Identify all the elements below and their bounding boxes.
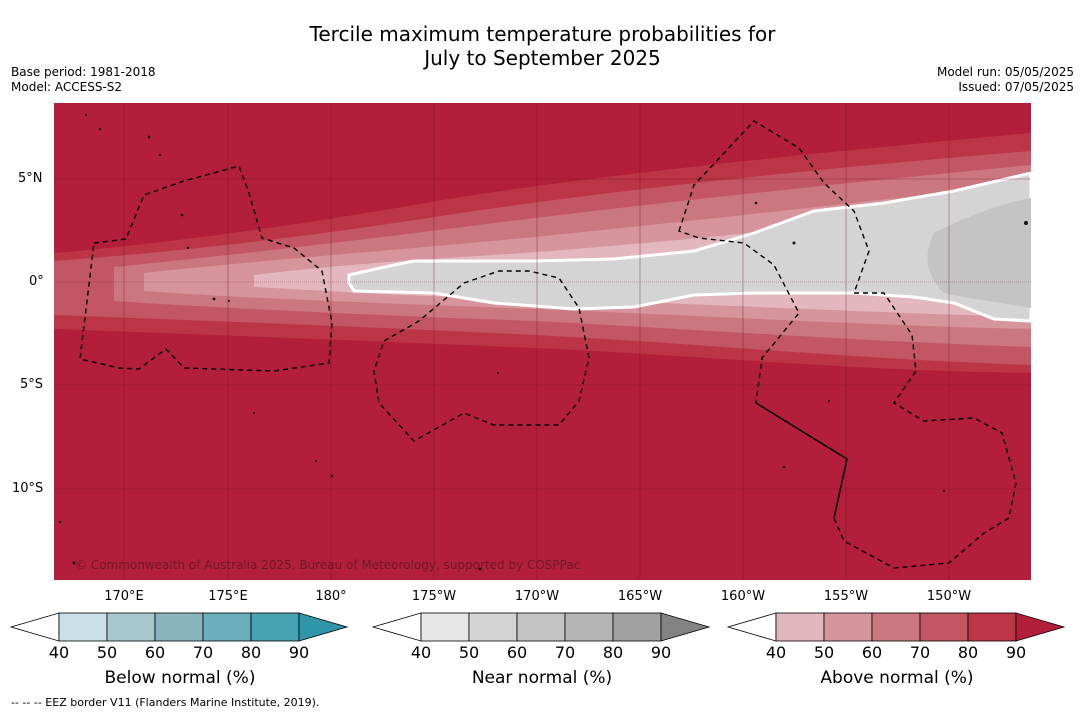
lat-label-5s: 5°S bbox=[20, 377, 44, 392]
lat-label-10s: 10°S bbox=[12, 481, 44, 496]
below-segment-4 bbox=[202, 612, 252, 642]
near-tick-60: 60 bbox=[506, 643, 528, 662]
above-arrow-high bbox=[1015, 612, 1066, 642]
above-segment-5 bbox=[967, 612, 1017, 642]
near-arrow-high bbox=[660, 612, 711, 642]
above-tick-80: 80 bbox=[957, 643, 979, 662]
eez-footnote: -- -- -- EEZ border V11 (Flanders Marine… bbox=[11, 696, 320, 709]
lon-label-150w: 150°W bbox=[926, 589, 972, 604]
below-tick-40: 40 bbox=[48, 643, 70, 662]
above-segment-4 bbox=[919, 612, 969, 642]
colorbar-below-segments bbox=[10, 612, 349, 642]
lon-label-175e: 175°E bbox=[208, 589, 248, 604]
near-segment-1 bbox=[420, 612, 470, 642]
title-line-2: July to September 2025 bbox=[424, 46, 661, 70]
near-segment-3 bbox=[516, 612, 566, 642]
below-segment-2 bbox=[106, 612, 156, 642]
above-tick-70: 70 bbox=[909, 643, 931, 662]
below-segment-3 bbox=[154, 612, 204, 642]
near-arrow-low bbox=[372, 612, 422, 642]
near-tick-80: 80 bbox=[602, 643, 624, 662]
near-normal-region bbox=[347, 171, 1031, 323]
below-tick-90: 90 bbox=[288, 643, 310, 662]
colorbar-below-normal bbox=[10, 612, 349, 642]
colorbar-above-segments bbox=[727, 612, 1066, 642]
lat-label-5n: 5°N bbox=[18, 171, 43, 186]
near-tick-70: 70 bbox=[554, 643, 576, 662]
copyright-notice: © Commonwealth of Australia 2025, Bureau… bbox=[75, 558, 581, 572]
below-tick-70: 70 bbox=[192, 643, 214, 662]
model-run-date: Model run: 05/05/2025 bbox=[936, 65, 1074, 79]
above-arrow-low bbox=[727, 612, 777, 642]
near-normal-darker bbox=[927, 198, 1031, 308]
below-segment-1 bbox=[58, 612, 108, 642]
near-tick-90: 90 bbox=[650, 643, 672, 662]
island-dots bbox=[58, 114, 1028, 571]
model-name: Model: ACCESS-S2 bbox=[11, 80, 123, 94]
above-segment-2 bbox=[823, 612, 873, 642]
below-segment-5 bbox=[250, 612, 300, 642]
above-segment-1 bbox=[775, 612, 825, 642]
above-tick-50: 50 bbox=[813, 643, 835, 662]
below-tick-50: 50 bbox=[96, 643, 118, 662]
lat-label-0: 0° bbox=[29, 274, 44, 289]
map-title: Tercile maximum temperature probabilitie… bbox=[0, 22, 1085, 70]
near-segment-4 bbox=[564, 612, 614, 642]
meta-right: Model run: 05/05/2025 Issued: 07/05/2025 bbox=[937, 65, 1074, 95]
eez-borders bbox=[79, 120, 1017, 569]
lon-label-160w: 160°W bbox=[720, 589, 766, 604]
below-arrow-high bbox=[298, 612, 349, 642]
colorbar-below-title: Below normal (%) bbox=[104, 668, 256, 688]
below-tick-60: 60 bbox=[144, 643, 166, 662]
lon-label-165w: 165°W bbox=[617, 589, 663, 604]
near-tick-50: 50 bbox=[458, 643, 480, 662]
near-segment-5 bbox=[612, 612, 662, 642]
colorbar-near-normal bbox=[372, 612, 711, 642]
lon-label-170e: 170°E bbox=[104, 589, 144, 604]
below-tick-80: 80 bbox=[240, 643, 262, 662]
colorbar-near-segments bbox=[372, 612, 711, 642]
lon-label-155w: 155°W bbox=[823, 589, 869, 604]
lon-label-175w: 175°W bbox=[411, 589, 457, 604]
grid-lines bbox=[54, 103, 1031, 580]
below-arrow-low bbox=[10, 612, 60, 642]
near-tick-40: 40 bbox=[410, 643, 432, 662]
meta-left: Base period: 1981-2018 Model: ACCESS-S2 bbox=[11, 65, 156, 95]
near-segment-2 bbox=[468, 612, 518, 642]
above-tick-60: 60 bbox=[861, 643, 883, 662]
base-period: Base period: 1981-2018 bbox=[11, 65, 156, 79]
above-tick-90: 90 bbox=[1005, 643, 1027, 662]
above-tick-40: 40 bbox=[765, 643, 787, 662]
colorbar-above-normal bbox=[727, 612, 1066, 642]
probability-map bbox=[54, 103, 1031, 580]
eez-solid-border bbox=[755, 402, 848, 519]
colorbar-above-title: Above normal (%) bbox=[820, 668, 974, 688]
lon-label-180: 180° bbox=[315, 589, 347, 604]
colorbar-near-title: Near normal (%) bbox=[471, 668, 613, 688]
title-line-1: Tercile maximum temperature probabilitie… bbox=[309, 22, 776, 46]
above-segment-3 bbox=[871, 612, 921, 642]
lon-label-170w: 170°W bbox=[514, 589, 560, 604]
issued-date: Issued: 07/05/2025 bbox=[958, 80, 1074, 94]
